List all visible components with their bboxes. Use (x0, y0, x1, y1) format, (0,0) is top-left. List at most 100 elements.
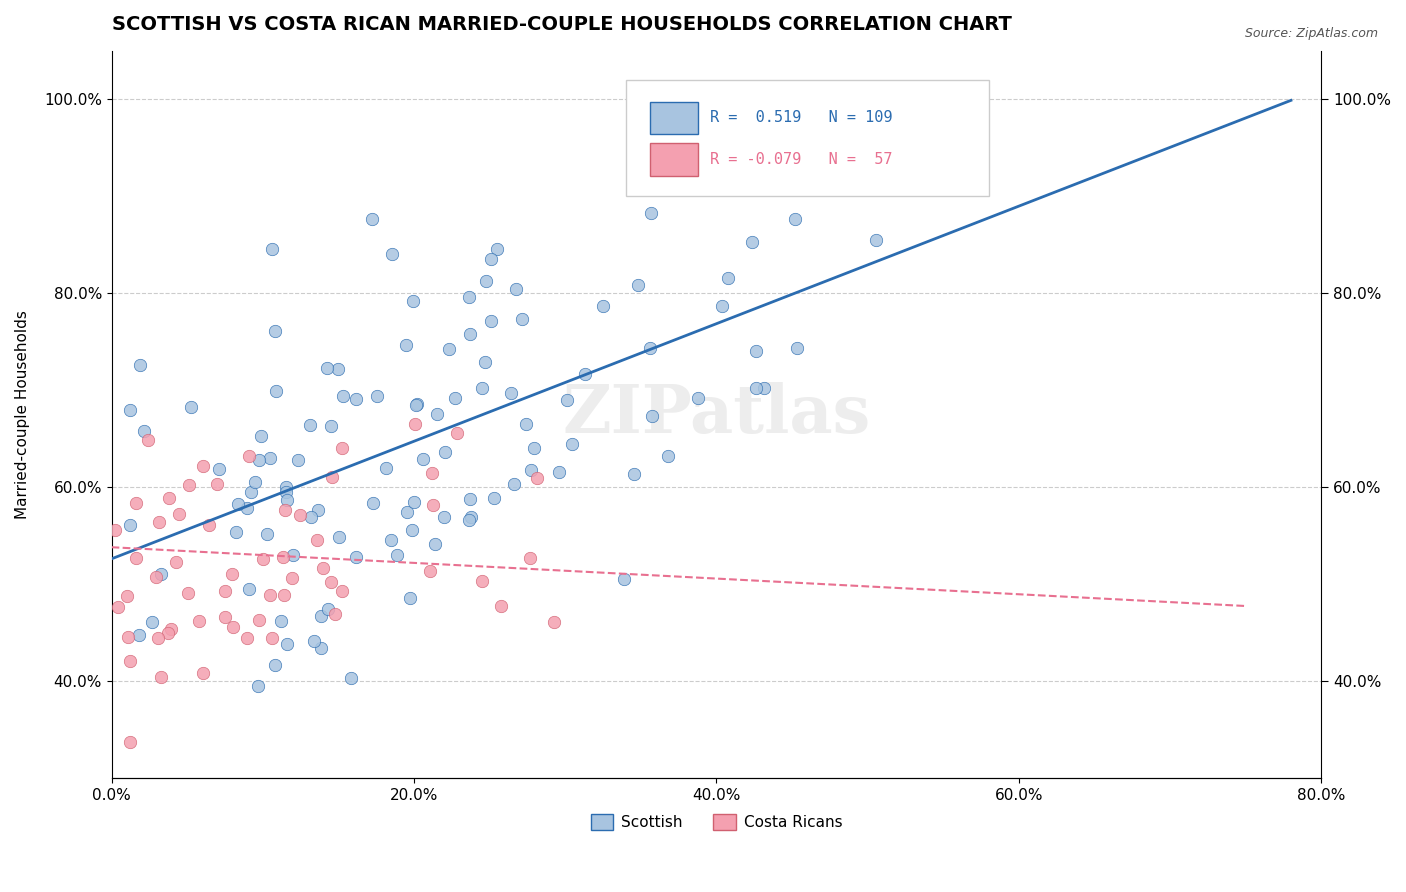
Scottish (717, 271, 740, 285)
Text: ZIPatlas: ZIPatlas (562, 382, 870, 447)
Scottish (561, 436, 583, 450)
Scottish (458, 492, 481, 507)
Scottish (405, 398, 427, 412)
Scottish (783, 211, 806, 226)
Scottish (263, 658, 285, 673)
Costa Ricans (145, 570, 167, 584)
Costa Ricans (177, 586, 200, 600)
Scottish (458, 327, 481, 342)
Costa Ricans (104, 524, 127, 538)
Scottish (574, 367, 596, 381)
Scottish (402, 294, 425, 309)
Costa Ricans (117, 630, 139, 644)
Scottish (395, 338, 418, 352)
Scottish (626, 277, 648, 292)
Scottish (657, 450, 679, 464)
Scottish (243, 475, 266, 489)
Costa Ricans (471, 574, 494, 589)
Scottish (208, 462, 231, 476)
Costa Ricans (519, 550, 541, 565)
Scottish (510, 311, 533, 326)
Costa Ricans (125, 550, 148, 565)
Scottish (238, 582, 260, 596)
Y-axis label: Married-couple Households: Married-couple Households (15, 310, 30, 519)
Costa Ricans (150, 670, 173, 684)
Scottish (744, 343, 766, 358)
Scottish (298, 418, 321, 433)
Scottish (711, 299, 734, 313)
Scottish (281, 549, 304, 563)
Costa Ricans (274, 503, 297, 517)
Costa Ricans (280, 571, 302, 585)
Costa Ricans (330, 584, 353, 599)
Costa Ricans (420, 467, 443, 481)
Costa Ricans (543, 615, 565, 630)
Costa Ricans (526, 471, 548, 485)
Scottish (752, 381, 775, 395)
FancyBboxPatch shape (626, 80, 988, 196)
Scottish (503, 476, 526, 491)
Scottish (309, 640, 332, 655)
Scottish (744, 382, 766, 396)
Costa Ricans (288, 508, 311, 522)
Scottish (263, 324, 285, 338)
Text: R =  0.519   N = 109: R = 0.519 N = 109 (710, 111, 893, 125)
Scottish (316, 601, 339, 615)
Scottish (240, 485, 263, 500)
Scottish (276, 492, 298, 507)
Scottish (592, 299, 614, 313)
Scottish (360, 212, 382, 227)
Scottish (302, 634, 325, 648)
Costa Ricans (446, 425, 468, 440)
Scottish (247, 679, 270, 693)
Scottish (274, 485, 297, 500)
Scottish (129, 358, 152, 372)
Scottish (401, 523, 423, 537)
Costa Ricans (419, 564, 441, 578)
Costa Ricans (148, 516, 170, 530)
Scottish (458, 512, 481, 526)
Scottish (505, 282, 527, 296)
Scottish (475, 274, 498, 288)
Scottish (484, 491, 506, 505)
Scottish (326, 362, 349, 376)
Scottish (321, 418, 343, 433)
Scottish (433, 510, 456, 524)
Scottish (426, 407, 449, 421)
Scottish (259, 450, 281, 465)
Costa Ricans (157, 491, 180, 506)
Scottish (523, 441, 546, 455)
Costa Ricans (179, 478, 201, 492)
Scottish (686, 391, 709, 405)
Scottish (640, 205, 662, 219)
Scottish (380, 533, 402, 548)
Scottish (340, 671, 363, 685)
Scottish (236, 501, 259, 516)
Scottish (374, 461, 396, 475)
Costa Ricans (169, 507, 191, 521)
Scottish (623, 467, 645, 481)
Scottish (741, 235, 763, 250)
Costa Ricans (221, 567, 243, 582)
Scottish (547, 466, 569, 480)
Scottish (381, 247, 404, 261)
Scottish (120, 402, 142, 417)
Scottish (412, 452, 434, 467)
Costa Ricans (191, 666, 214, 681)
Costa Ricans (157, 626, 180, 640)
Costa Ricans (305, 533, 328, 547)
Scottish (264, 384, 287, 398)
Scottish (332, 389, 354, 403)
Costa Ricans (125, 496, 148, 510)
Scottish (433, 445, 456, 459)
Scottish (274, 480, 297, 494)
Costa Ricans (260, 631, 283, 645)
Costa Ricans (115, 590, 138, 604)
Scottish (250, 428, 273, 442)
Scottish (515, 417, 537, 432)
Costa Ricans (489, 599, 512, 613)
Scottish (346, 392, 368, 407)
Costa Ricans (198, 518, 221, 533)
Costa Ricans (136, 433, 159, 447)
Scottish (399, 591, 422, 605)
